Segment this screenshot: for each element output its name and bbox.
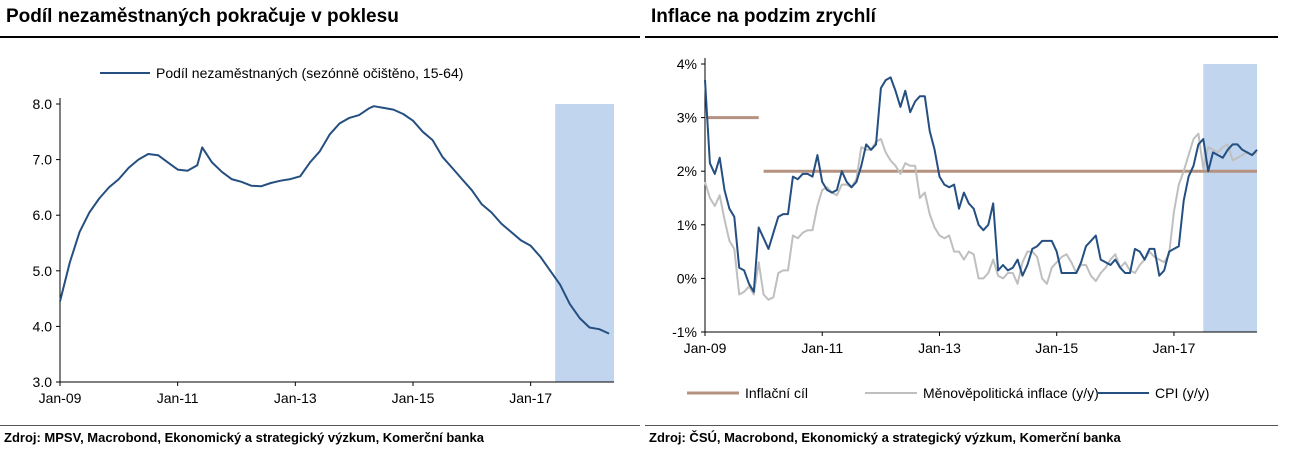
shaded-region [555, 104, 614, 382]
x-tick-label: Jan-15 [392, 390, 435, 406]
title-rule [645, 36, 1278, 38]
y-tick-label: 4% [677, 56, 697, 72]
source-note: Zdroj: ČSÚ, Macrobond, Ekonomický a stra… [649, 430, 1121, 445]
x-tick-label: Jan-13 [274, 390, 317, 406]
chart-panel-inflation: Inflace na podzim zrychlí 4% 3% 2% 1% 0% -1% J… [645, 0, 1285, 458]
x-tick-label: Jan-15 [1035, 340, 1078, 356]
legend-label: CPI (y/y) [1155, 385, 1209, 401]
series-cpi-y-y [704, 76, 1258, 293]
series-m-nov-politick-inflace-y-y [704, 132, 1258, 301]
y-tick-label: 3% [677, 110, 697, 126]
chart-plot-inflation: 4% 3% 2% 1% 0% -1%Jan-09 Jan-11 Jan-13 Jan-15 Jan… [672, 56, 1258, 401]
source-rule [645, 425, 1278, 426]
y-tick-label: -1% [672, 324, 697, 340]
y-tick-label: 0% [677, 270, 697, 286]
y-tick-label: 1% [677, 217, 697, 233]
chart-title: Inflace na podzim zrychlí [651, 6, 876, 27]
legend-label: Inflační cíl [745, 385, 808, 401]
chart-panel-unemployment: Podíl nezaměstnaných pokračuje v poklesu… [0, 0, 640, 458]
legend-label: Podíl nezaměstnaných (sezónně očištěno, … [156, 65, 463, 81]
x-tick-label: Jan-09 [39, 390, 82, 406]
source-rule [0, 425, 640, 426]
x-tick-label: Jan-11 [801, 340, 843, 356]
chart-title: Podíl nezaměstnaných pokračuje v poklesu [6, 6, 399, 27]
x-tick-label: Jan-09 [684, 340, 727, 356]
source-note: Zdroj: MPSV, Macrobond, Ekonomický a str… [4, 430, 484, 445]
y-tick-label: 7.0 [33, 152, 53, 168]
x-tick-label: Jan-17 [509, 390, 552, 406]
y-tick-label: 8.0 [33, 96, 53, 112]
y-tick-label: 4.0 [33, 318, 53, 334]
shaded-region [1203, 64, 1257, 332]
x-tick-label: Jan-17 [1153, 340, 1196, 356]
y-tick-label: 2% [677, 163, 697, 179]
legend-label: Měnověpolitická inflace (y/y) [923, 385, 1099, 401]
title-rule [0, 36, 640, 38]
y-tick-label: 5.0 [33, 263, 53, 279]
series-pod-l-nezam-stnan-ch-sez-nn-o-i-t-no-15-64 [59, 105, 610, 335]
x-tick-label: Jan-13 [918, 340, 961, 356]
y-tick-label: 6.0 [33, 207, 53, 223]
y-tick-label: 3.0 [33, 374, 53, 390]
x-tick-label: Jan-11 [157, 390, 199, 406]
